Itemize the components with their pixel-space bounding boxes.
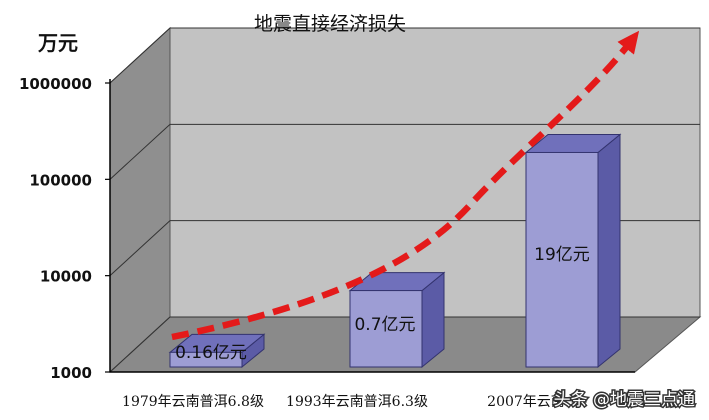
gridline <box>109 220 700 277</box>
chart-title: 地震直接经济损失 <box>254 13 406 35</box>
bar-side <box>597 133 621 369</box>
y-axis-label: 万元 <box>37 31 78 55</box>
x-tick-label: 1979年云南普洱6.8级 <box>122 394 264 410</box>
gridline <box>109 123 700 180</box>
y-tick-label: 1000 <box>50 364 92 382</box>
data-label: 0.7亿元 <box>354 315 415 335</box>
bar-1[interactable] <box>169 351 243 368</box>
chart-side-wall <box>109 26 171 374</box>
gridline <box>109 27 700 84</box>
x-tick-label: 1993年云南普洱6.3级 <box>286 394 428 410</box>
y-tick-label: 10000 <box>40 268 92 286</box>
bar-3[interactable] <box>525 151 599 368</box>
data-label: 0.16亿元 <box>175 343 247 363</box>
bar-2[interactable] <box>349 290 423 368</box>
y-tick-label: 100000 <box>29 171 92 189</box>
y-tick-label: 1000000 <box>19 75 92 93</box>
gridline <box>109 316 700 373</box>
data-label: 19亿元 <box>534 245 590 265</box>
trend-arrow <box>171 30 640 341</box>
watermark: 头条 @地震三点通 <box>554 390 695 410</box>
x-tick-label: 2007年云南 <box>487 394 565 410</box>
